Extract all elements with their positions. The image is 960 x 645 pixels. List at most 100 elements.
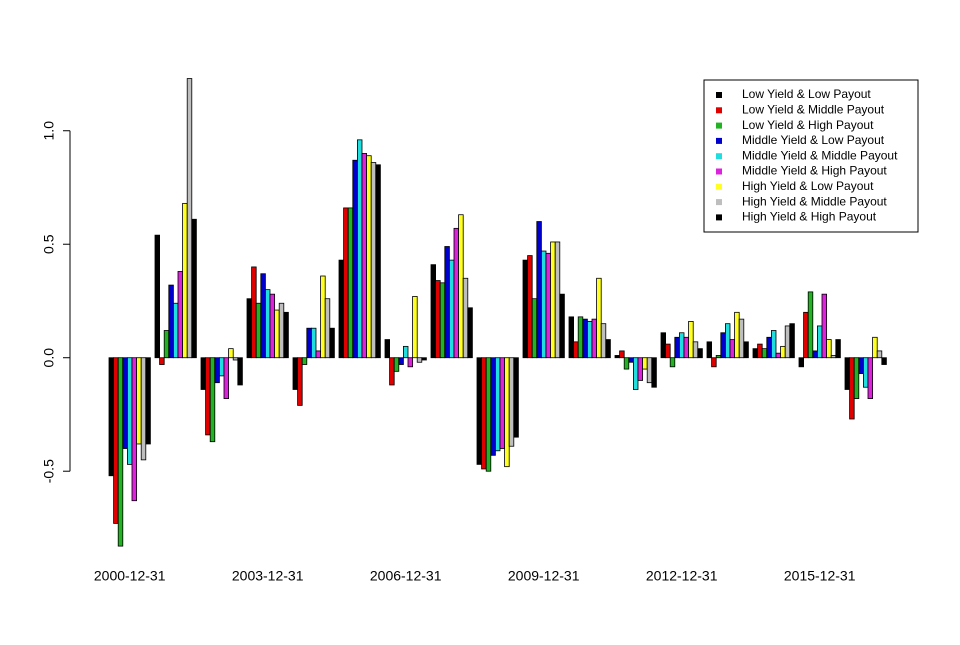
bar [743,341,749,359]
bar [568,316,574,359]
legend-swatch [716,183,722,190]
bar [761,348,768,359]
legend-swatch [716,122,722,129]
bar [577,316,584,359]
bar [154,234,160,359]
bar [490,357,496,456]
x-tick-label: 2003-12-31 [232,568,304,584]
legend-swatch [716,92,722,98]
bar [389,357,395,386]
bar [444,246,450,359]
bar [679,332,685,359]
bar [343,207,349,359]
bar [297,357,303,406]
bar [191,218,197,359]
bar [375,164,381,359]
bar [531,298,538,359]
bar [421,357,427,361]
legend-swatch [716,199,722,206]
bar [775,352,781,359]
bar [140,357,147,461]
bar [706,341,712,359]
bar [499,357,505,449]
bar [683,336,689,359]
bar [228,348,234,359]
bar [633,357,639,390]
bar [623,357,630,370]
bar [481,357,487,470]
y-tick-label: 0.0 [41,348,57,368]
bar [508,357,515,447]
bar [260,273,266,359]
bar [416,357,423,363]
bar [692,341,699,359]
bar [384,339,390,359]
bar [453,227,459,359]
bar [863,357,869,388]
bar [867,357,873,399]
bar [159,357,165,365]
bar [757,343,763,359]
bar [370,162,377,359]
bar [209,357,216,443]
bar [467,307,473,359]
legend-label: Low Yield & Middle Payout [742,102,885,116]
bar [356,139,363,359]
bar [113,357,119,524]
bar [283,311,289,359]
bar [554,241,561,359]
bar [711,357,717,368]
bar [393,357,400,372]
bar [734,311,740,359]
bar [559,293,565,359]
bar [108,357,114,477]
bar [177,271,183,359]
bar [725,323,731,359]
bar [264,289,271,359]
bar [527,255,533,359]
bar [596,277,602,359]
legend-label: High Yield & High Payout [742,210,877,224]
bar [637,357,643,381]
bar [789,323,795,359]
bar [872,336,878,359]
bar [614,355,620,359]
bar [798,357,804,368]
bar [550,241,556,359]
bar [407,357,413,368]
bar [200,357,206,390]
legend-label: Low Yield & Low Payout [742,87,871,101]
bar [361,153,367,359]
bar [145,357,151,445]
bar [669,357,676,368]
bar [660,332,666,359]
bar [306,327,312,359]
bar [237,357,243,386]
bar [573,341,579,359]
bar [186,78,193,359]
bar [398,357,404,365]
bar [246,298,252,359]
bar [439,282,446,359]
legend-label: Middle Yield & Middle Payout [742,148,898,162]
bar [752,348,758,359]
bar [784,325,791,359]
bar [462,277,469,359]
bar [292,357,298,390]
legend-swatch [716,168,722,175]
bar [697,348,703,359]
bar [545,252,551,359]
bar [205,357,211,436]
bar [803,311,809,359]
bar [766,336,772,359]
bar [435,280,441,359]
bar [858,357,864,375]
bar [591,318,597,359]
bar [835,339,841,359]
x-tick-label: 2000-12-31 [94,568,166,584]
bar [513,357,519,438]
bar [310,327,317,359]
bar [324,298,331,359]
y-tick-label: 1.0 [41,121,57,141]
bar [338,259,344,359]
